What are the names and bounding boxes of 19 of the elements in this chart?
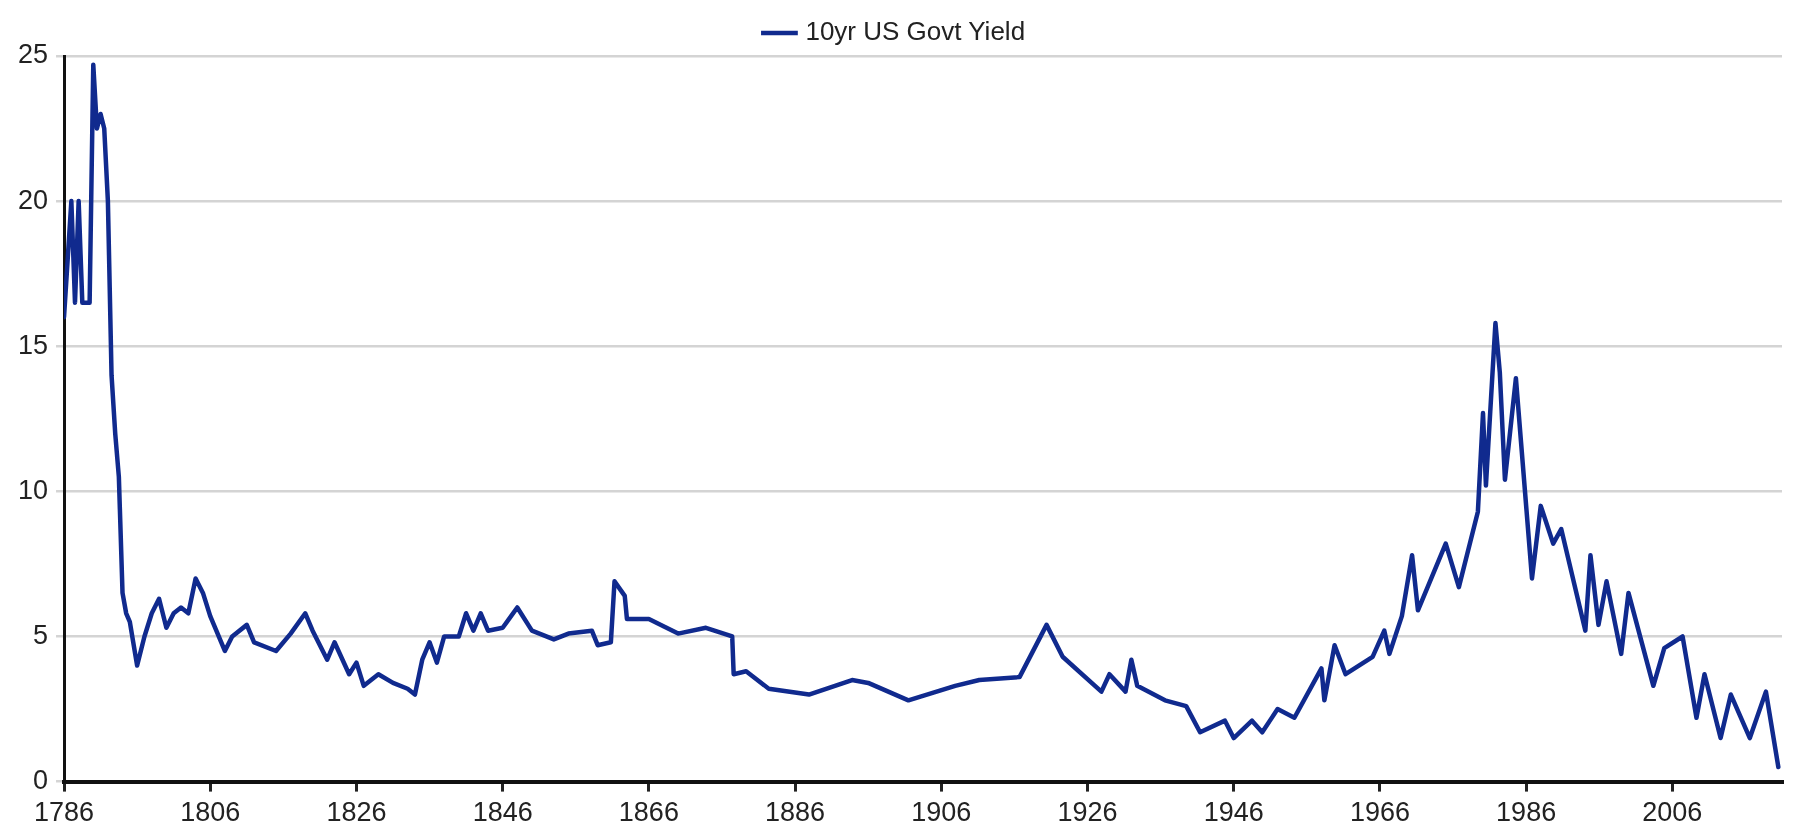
x-tick-label: 1926	[1057, 797, 1118, 828]
y-tick-label: 20	[17, 184, 49, 215]
y-tick-label: 25	[17, 39, 49, 70]
y-tick-label: 10	[17, 474, 49, 505]
y-tick-label: 0	[33, 765, 49, 796]
x-tick-label: 1826	[326, 797, 387, 828]
y-tick-label: 5	[33, 619, 49, 650]
x-tick-label: 1906	[911, 797, 972, 828]
x-tick-label: 1966	[1349, 797, 1410, 828]
x-tick-label: 1806	[180, 797, 241, 828]
x-tick-label: 1946	[1203, 797, 1264, 828]
x-tick-label: 1846	[472, 797, 533, 828]
y-tick-label: 15	[17, 329, 49, 360]
x-tick-label: 1866	[618, 797, 679, 828]
x-tick-label: 1986	[1496, 797, 1557, 828]
x-tick-label: 2006	[1642, 797, 1703, 828]
x-tick-label: 1886	[765, 797, 826, 828]
x-tick-label: 1786	[33, 797, 95, 828]
legend-label: 10yr US Govt Yield	[805, 16, 1026, 47]
